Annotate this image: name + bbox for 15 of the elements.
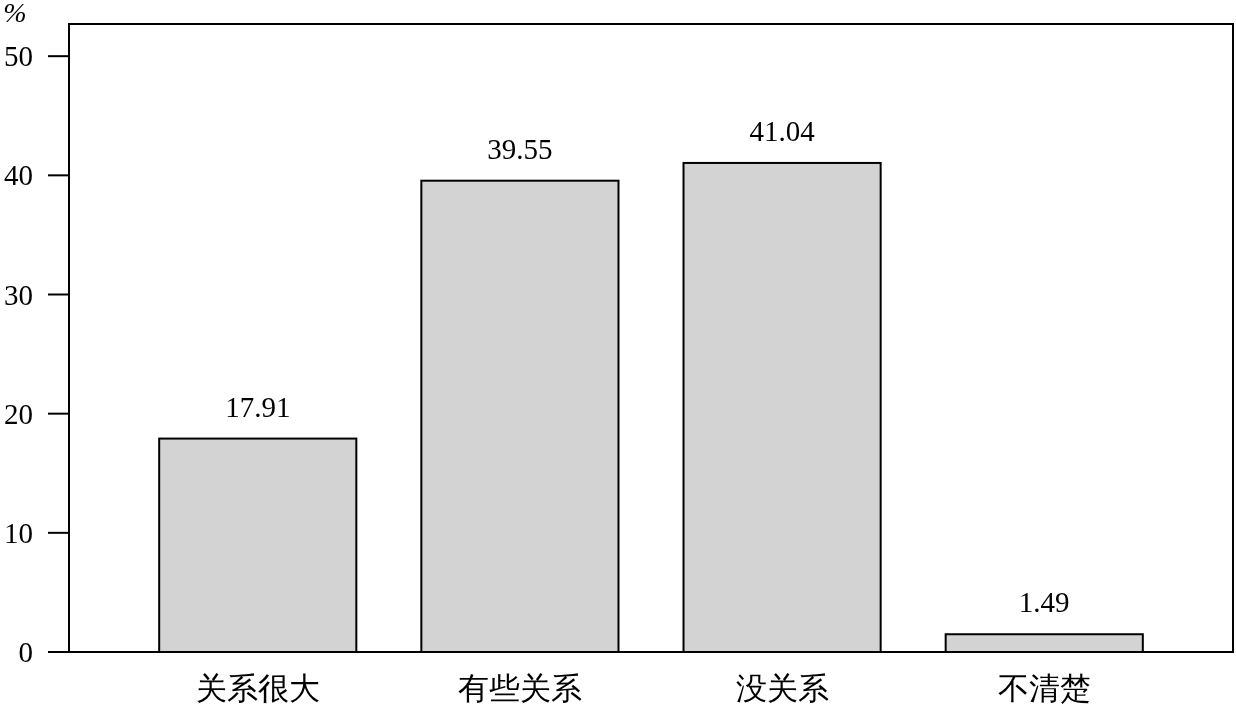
data-label: 1.49: [1018, 586, 1070, 619]
x-tick-label: 不清楚: [997, 671, 1091, 706]
data-label: 17.91: [225, 390, 291, 423]
x-tick-label: 有些关系: [457, 671, 582, 706]
x-tick-label: 没关系: [735, 671, 829, 706]
y-tick-label: 30: [4, 278, 33, 311]
y-axis-title: %: [3, 0, 27, 28]
y-tick-label: 0: [18, 636, 33, 668]
y-tick-label: 50: [4, 40, 33, 73]
y-tick-label: 40: [4, 159, 33, 192]
x-tick-label: 关系很大: [195, 671, 320, 706]
data-label: 39.55: [487, 132, 553, 165]
y-tick-label: 10: [4, 516, 33, 549]
y-tick-label: 20: [4, 397, 33, 430]
data-label: 41.04: [749, 114, 816, 147]
